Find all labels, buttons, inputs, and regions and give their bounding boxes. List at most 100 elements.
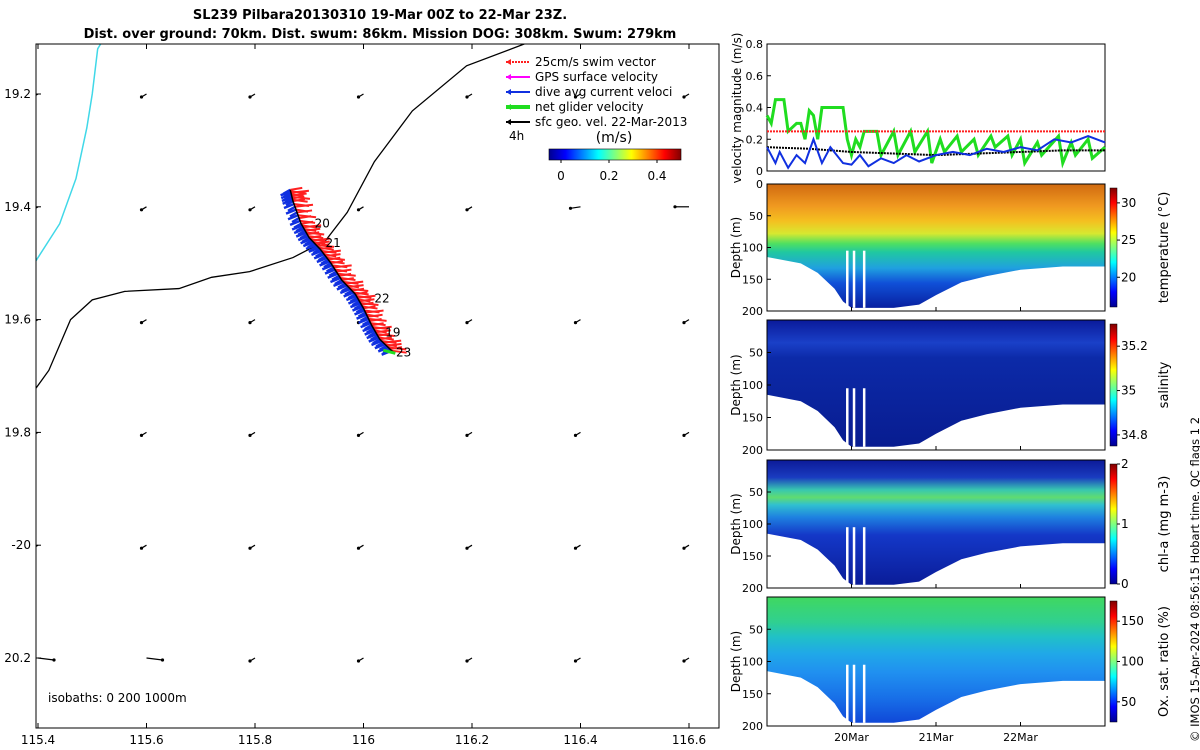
dive-avg-current-vector bbox=[352, 305, 363, 312]
dive-avg-current-vector bbox=[302, 240, 314, 248]
dive-avg-current-vector bbox=[287, 205, 296, 212]
day-label: 22 bbox=[374, 292, 389, 306]
dive-avg-current-vector bbox=[334, 279, 343, 286]
dive-avg-current-vector bbox=[321, 264, 333, 271]
swim-vector bbox=[367, 313, 383, 318]
velocity-y-tick-label: 0.4 bbox=[746, 102, 764, 115]
profile-y-tick-label: 50 bbox=[749, 486, 763, 499]
isobath-1000m-line bbox=[36, 44, 527, 390]
geo-velocity-arrowhead bbox=[465, 95, 469, 99]
chart-title: SL239 Pilbara20130310 19-Mar 00Z to 22-M… bbox=[192, 8, 568, 23]
swim-vector bbox=[348, 284, 364, 289]
dive-avg-current-vector bbox=[305, 243, 317, 251]
velocity-series-line bbox=[766, 135, 1106, 170]
profile-y-tick-label: 100 bbox=[742, 379, 763, 392]
profile-colorbar-tick-label: 35 bbox=[1121, 384, 1136, 398]
dive-avg-current-vector bbox=[357, 311, 367, 318]
time-x-tick-label: 20Mar bbox=[834, 731, 869, 744]
geo-velocity-arrowhead bbox=[31, 434, 34, 437]
profile-data-region bbox=[767, 460, 1105, 585]
colorbar-label: (m/s) bbox=[596, 130, 633, 146]
dive-avg-current-vector bbox=[281, 195, 293, 203]
geo-velocity-arrowhead bbox=[682, 433, 686, 437]
profile-colorbar-label: Ox. sat. ratio (%) bbox=[1157, 606, 1172, 717]
swim-vector bbox=[377, 332, 390, 337]
profile-colorbar-label: salinity bbox=[1157, 361, 1172, 408]
dive-avg-current-vector bbox=[329, 276, 341, 284]
geo-velocity-arrowhead bbox=[682, 95, 686, 99]
map-plot-area: 20 21 22 19 23 isobaths: 0 200 1000m bbox=[31, 44, 690, 705]
glider-track bbox=[289, 189, 394, 353]
profile-colorbar bbox=[1109, 463, 1118, 585]
dive-avg-current-vector bbox=[287, 214, 299, 221]
swim-vector bbox=[322, 249, 341, 254]
profile-y-tick-label: 50 bbox=[749, 623, 763, 636]
map-x-tick-label: 116.6 bbox=[672, 733, 706, 747]
dive-avg-current-vector bbox=[362, 325, 374, 333]
geo-velocity-arrowhead bbox=[52, 658, 56, 662]
swim-vector bbox=[292, 195, 305, 200]
profile-y-tick-label: 200 bbox=[742, 582, 763, 595]
geo-velocity-arrowhead bbox=[573, 659, 578, 663]
velocity-y-tick-label: 0.8 bbox=[746, 38, 764, 51]
swim-vector bbox=[298, 215, 312, 220]
swim-vector bbox=[317, 243, 330, 248]
profile-y-tick-label: 100 bbox=[742, 656, 763, 669]
profile-colorbar-label: chl-a (mg m-3) bbox=[1157, 476, 1172, 573]
dive-avg-current-vector bbox=[313, 253, 325, 260]
geo-velocity-arrowhead bbox=[31, 208, 34, 211]
geo-velocity-arrowhead bbox=[248, 208, 252, 212]
swim-vector bbox=[383, 339, 402, 344]
profile-y-tick-label: 100 bbox=[742, 518, 763, 531]
geo-velocity-arrowhead bbox=[682, 659, 686, 663]
swim-vector bbox=[365, 309, 384, 314]
dive-avg-current-vector bbox=[310, 249, 322, 257]
colorbar-tick-label: 0 bbox=[557, 169, 565, 183]
profile-y-label: Depth (m) bbox=[729, 354, 743, 415]
swim-vector bbox=[309, 234, 322, 239]
profile-colorbar-tick-label: 1 bbox=[1121, 517, 1129, 531]
dive-avg-current-vector bbox=[359, 315, 369, 322]
dive-avg-current-vector bbox=[289, 211, 298, 218]
day-label: 19 bbox=[385, 326, 400, 340]
dive-avg-current-vector bbox=[282, 198, 294, 205]
dive-avg-current-vector bbox=[377, 346, 389, 353]
swim-vector bbox=[375, 329, 391, 334]
map-x-tick-label: 115.8 bbox=[238, 733, 272, 747]
geo-velocity-arrowhead bbox=[465, 546, 469, 550]
dive-avg-current-vector bbox=[336, 284, 348, 291]
velocity-series-line bbox=[765, 98, 1106, 169]
day-label: 20 bbox=[315, 217, 330, 231]
legend-arrowhead bbox=[506, 74, 511, 80]
dive-avg-current-vector bbox=[291, 224, 303, 231]
dive-avg-current-vector bbox=[280, 190, 292, 197]
profile-colorbar-tick-label: 30 bbox=[1121, 196, 1136, 210]
geo-velocity-arrowhead bbox=[139, 546, 144, 550]
geo-velocity-arrowhead bbox=[248, 321, 252, 325]
velocity-y-tick-label: 0.6 bbox=[746, 70, 764, 83]
geo-velocity-arrowhead bbox=[682, 546, 686, 550]
swim-vector bbox=[361, 301, 374, 306]
legend-entry: net glider velocity bbox=[535, 100, 643, 114]
dive-avg-current-vector bbox=[327, 272, 339, 279]
profile-colorbar bbox=[1109, 187, 1118, 308]
profile-y-label: Depth (m) bbox=[729, 493, 743, 554]
swim-vector bbox=[290, 186, 303, 191]
swim-vector bbox=[391, 349, 407, 354]
dive-avg-current-vector bbox=[344, 289, 353, 296]
legend-arrowhead bbox=[506, 89, 511, 95]
geo-velocity-arrow bbox=[570, 206, 581, 209]
dive-avg-current-vector bbox=[289, 219, 301, 227]
map-background bbox=[36, 44, 719, 728]
day-label: 23 bbox=[396, 345, 411, 359]
dive-avg-current-vector bbox=[331, 274, 340, 281]
swim-vector bbox=[373, 325, 392, 330]
geo-velocity-arrowhead bbox=[139, 321, 144, 325]
swim-vector bbox=[333, 264, 352, 269]
dive-avg-current-vector bbox=[366, 332, 378, 340]
swim-vector bbox=[338, 272, 352, 277]
profile-data-region bbox=[767, 320, 1105, 447]
legend-entry: GPS surface velocity bbox=[535, 70, 658, 84]
isobaths-label: isobaths: 0 200 1000m bbox=[48, 691, 187, 705]
